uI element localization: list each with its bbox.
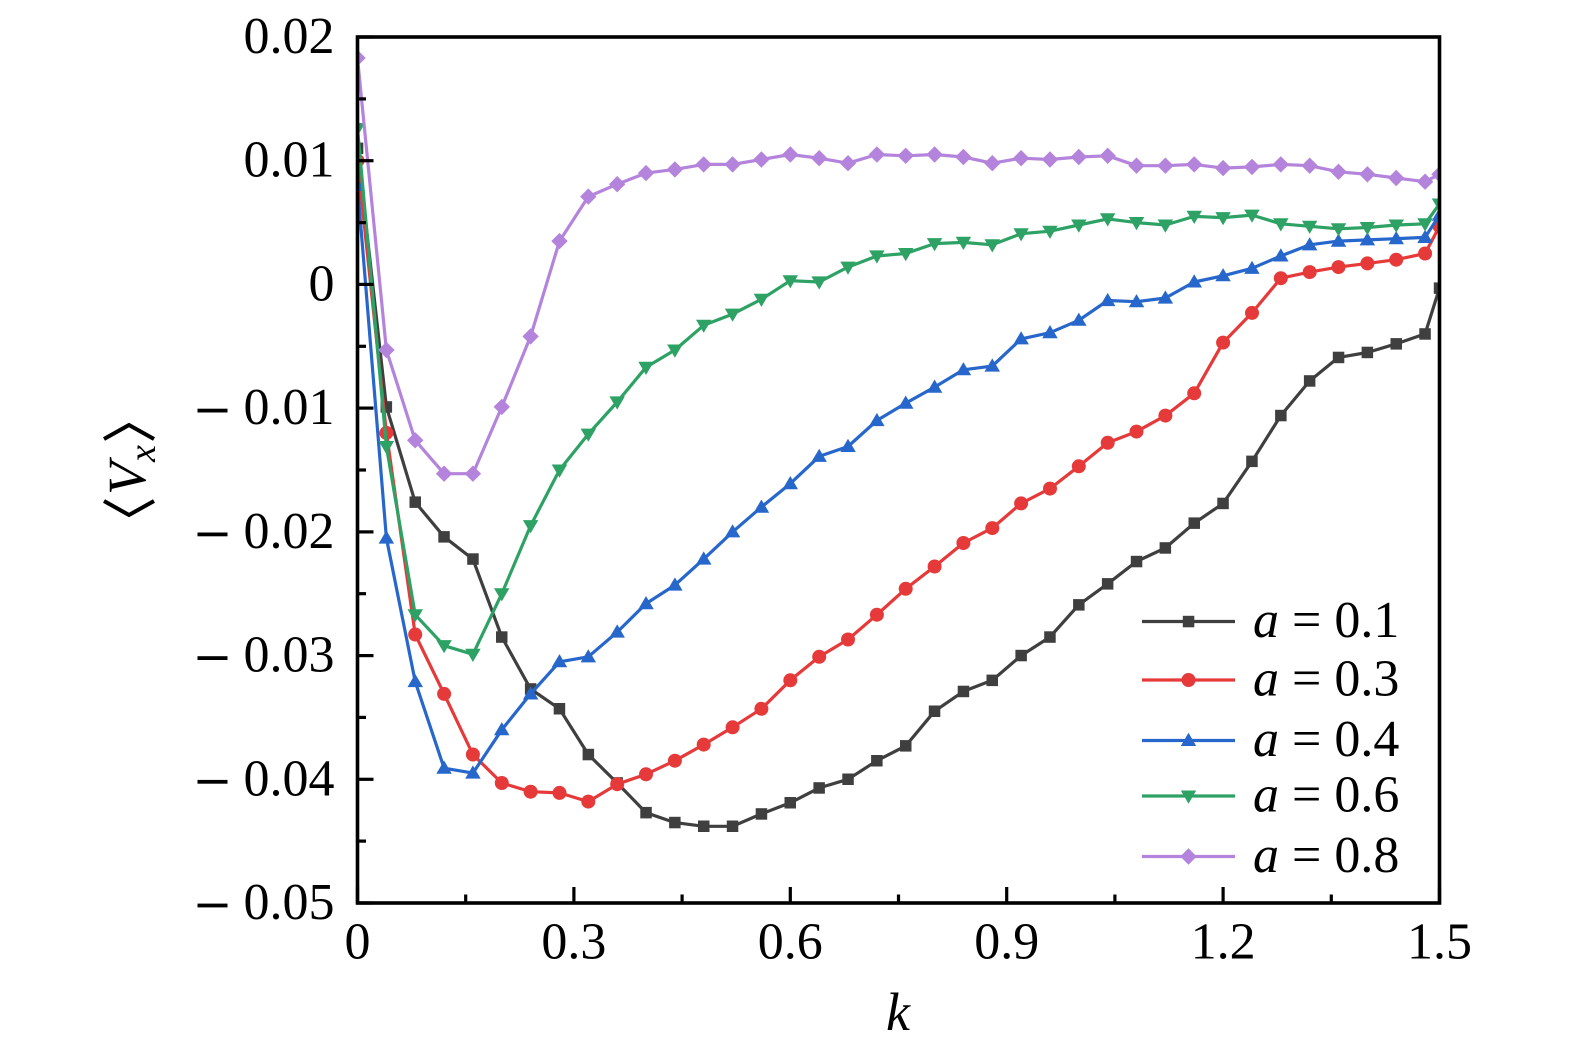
svg-text:0.03: 0.03 [244,627,335,684]
svg-text:a = 0.8: a = 0.8 [1253,827,1399,884]
svg-text:a = 0.1: a = 0.1 [1253,592,1399,649]
svg-text:Vx: Vx [97,445,164,495]
svg-text:a = 0.4: a = 0.4 [1253,711,1399,768]
svg-text:0.02: 0.02 [244,503,335,560]
svg-text:0: 0 [309,255,335,312]
svg-text:0.9: 0.9 [974,914,1039,971]
svg-text:a = 0.3: a = 0.3 [1253,651,1399,708]
svg-text:k: k [886,982,911,1042]
svg-text:0.04: 0.04 [244,750,335,807]
svg-text:0.01: 0.01 [244,132,335,189]
svg-text:a = 0.6: a = 0.6 [1253,767,1399,824]
svg-text:0.05: 0.05 [244,874,335,931]
svg-text:1.5: 1.5 [1407,914,1472,971]
svg-text:0: 0 [345,914,371,971]
svg-text:0.01: 0.01 [244,379,335,436]
svg-text:1.2: 1.2 [1191,914,1256,971]
svg-text:0.3: 0.3 [541,914,606,971]
svg-text:0.02: 0.02 [244,8,335,65]
svg-text:0.6: 0.6 [758,914,823,971]
